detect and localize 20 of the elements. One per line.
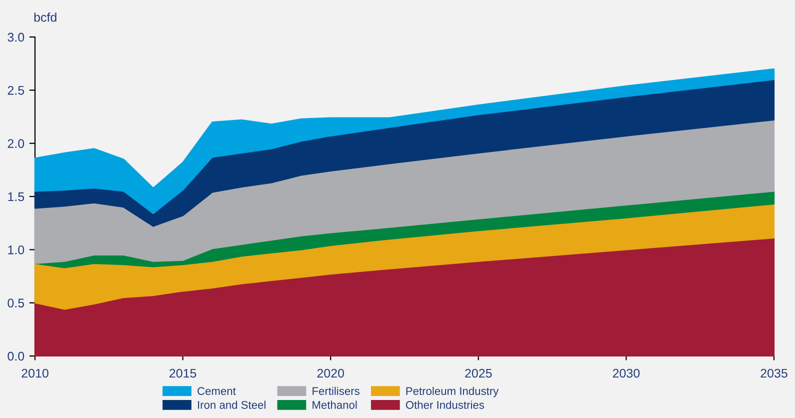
y-axis-title: bcfd	[34, 12, 56, 22]
x-tick-label: 2030	[612, 368, 640, 378]
legend-label: Cement	[198, 387, 236, 395]
y-tick-label: 3.0	[8, 32, 24, 42]
x-tick-label: 2015	[170, 368, 196, 378]
y-tick-label: 0.5	[8, 298, 24, 308]
legend-label: Fertilisers	[312, 386, 360, 395]
y-tick-label: 2.5	[8, 86, 24, 95]
y-tick-label: 2.0	[8, 139, 24, 148]
legend-label: Petroleum Industry	[406, 386, 499, 398]
legend-label: Other Industries	[406, 400, 484, 409]
x-tick-label: 2010	[22, 368, 48, 378]
x-tick-label: 2020	[317, 368, 344, 378]
x-tick-label: 2035	[760, 368, 788, 378]
legend-label: Methanol	[312, 400, 357, 409]
y-tick-label: 1.0	[8, 245, 24, 254]
legend-label: Iron and Steel	[198, 400, 266, 409]
y-tick-label: 1.5	[8, 192, 24, 202]
y-tick-label: 0.0	[8, 352, 24, 361]
x-tick-label: 2025	[465, 368, 492, 378]
